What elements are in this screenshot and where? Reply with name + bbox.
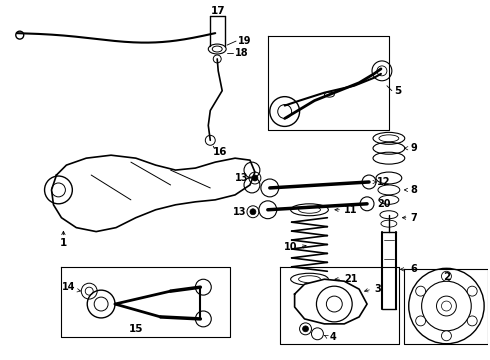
Ellipse shape	[324, 92, 334, 97]
Text: 21: 21	[344, 274, 358, 284]
Text: 4: 4	[329, 332, 336, 342]
Text: 1: 1	[60, 238, 67, 248]
Text: 13: 13	[235, 173, 248, 183]
Circle shape	[467, 316, 477, 326]
Text: 11: 11	[344, 205, 358, 215]
Circle shape	[441, 301, 451, 311]
Text: 18: 18	[235, 48, 249, 58]
Polygon shape	[51, 155, 255, 231]
Circle shape	[250, 209, 256, 215]
Text: 7: 7	[411, 213, 417, 223]
Text: 2: 2	[443, 272, 450, 282]
Text: 3: 3	[374, 284, 381, 294]
Text: 20: 20	[377, 199, 391, 209]
Text: 5: 5	[394, 86, 401, 96]
Text: 12: 12	[377, 177, 391, 187]
Circle shape	[416, 316, 426, 326]
Polygon shape	[294, 279, 367, 324]
Text: 17: 17	[211, 6, 225, 16]
Circle shape	[252, 175, 258, 181]
Text: 14: 14	[62, 282, 75, 292]
Circle shape	[441, 331, 451, 341]
Text: 16: 16	[213, 147, 227, 157]
Circle shape	[441, 271, 451, 281]
Text: 9: 9	[411, 143, 417, 153]
Text: 15: 15	[128, 324, 143, 334]
Text: 8: 8	[411, 185, 417, 195]
Text: 6: 6	[411, 264, 417, 274]
Circle shape	[416, 286, 426, 296]
Circle shape	[302, 326, 309, 332]
Text: 19: 19	[238, 36, 251, 46]
Text: 13: 13	[232, 207, 246, 217]
Circle shape	[377, 66, 387, 76]
Text: 10: 10	[284, 243, 297, 252]
Circle shape	[467, 286, 477, 296]
